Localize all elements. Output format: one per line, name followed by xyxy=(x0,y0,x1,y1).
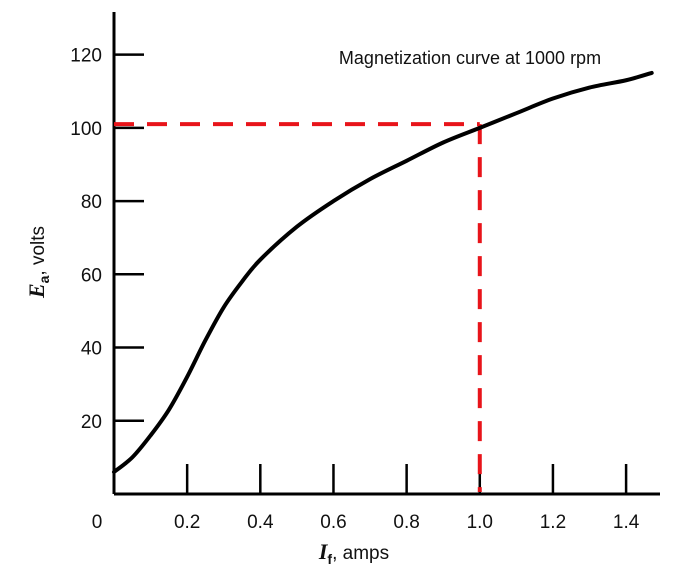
y-axis-subscript: a xyxy=(36,275,52,283)
y-tick-label: 20 xyxy=(81,412,102,433)
y-tick-label: 40 xyxy=(81,339,102,360)
x-axis-subscript: f xyxy=(327,551,332,567)
curves xyxy=(112,70,654,475)
x-tick-label: 0.4 xyxy=(247,512,274,533)
curve-annotation: Magnetization curve at 1000 rpm xyxy=(339,48,601,68)
y-tick-label: 100 xyxy=(70,119,102,140)
x-axis-suffix: , amps xyxy=(332,543,389,564)
labels: Magnetization curve at 1000 rpm If, amps… xyxy=(24,48,601,567)
y-tick-label: 60 xyxy=(81,265,102,286)
x-origin-label: 0 xyxy=(92,512,103,533)
x-axis-label: If, amps xyxy=(318,539,389,567)
y-axis-suffix: , volts xyxy=(28,226,49,276)
x-tick-label: 0.8 xyxy=(393,512,419,533)
y-axis-label: Ea, volts xyxy=(24,226,52,299)
y-tick-label: 80 xyxy=(81,192,102,213)
x-axis-symbol: I xyxy=(318,539,329,564)
x-tick-label: 0.2 xyxy=(174,512,200,533)
x-tick-label: 1.2 xyxy=(540,512,566,533)
axes: 0.2 0.4 0.6 0.8 1.0 1.2 1.4 0 20 40 60 80 100 120 xyxy=(70,12,660,533)
reference-lines xyxy=(114,122,482,492)
y-tick-label: 120 xyxy=(70,46,102,67)
x-tick-label: 1.4 xyxy=(613,512,640,533)
x-tick-label: 0.6 xyxy=(320,512,346,533)
magnetization-curve xyxy=(112,70,654,475)
x-tick-label: 1.0 xyxy=(467,512,493,533)
y-axis-symbol: E xyxy=(24,283,49,299)
